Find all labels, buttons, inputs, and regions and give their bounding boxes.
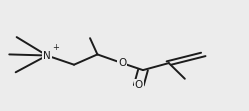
Text: N: N [43, 51, 51, 60]
Text: O: O [118, 58, 126, 68]
Text: O: O [135, 80, 143, 90]
Text: +: + [52, 43, 59, 52]
